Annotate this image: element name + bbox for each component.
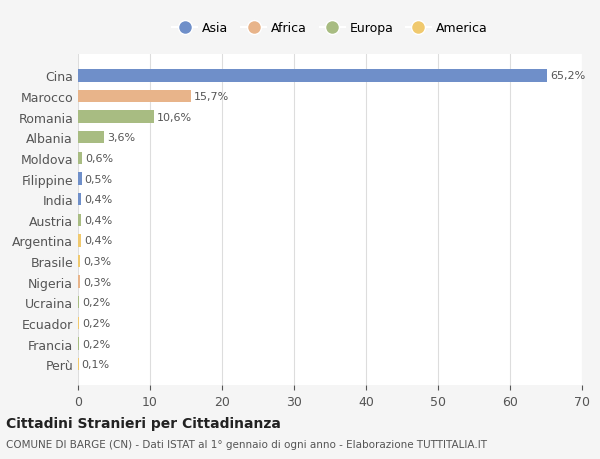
Text: 0,4%: 0,4% bbox=[84, 215, 112, 225]
Text: 3,6%: 3,6% bbox=[107, 133, 135, 143]
Text: 0,4%: 0,4% bbox=[84, 195, 112, 205]
Bar bbox=[78, 132, 104, 144]
Bar bbox=[78, 111, 154, 123]
Text: 0,3%: 0,3% bbox=[83, 277, 111, 287]
Text: 0,4%: 0,4% bbox=[84, 236, 112, 246]
Text: 0,2%: 0,2% bbox=[82, 318, 110, 328]
Text: COMUNE DI BARGE (CN) - Dati ISTAT al 1° gennaio di ogni anno - Elaborazione TUTT: COMUNE DI BARGE (CN) - Dati ISTAT al 1° … bbox=[6, 440, 487, 449]
Bar bbox=[78, 255, 80, 268]
Bar bbox=[78, 235, 81, 247]
Text: 0,2%: 0,2% bbox=[82, 339, 110, 349]
Bar bbox=[78, 317, 79, 330]
Bar bbox=[78, 194, 81, 206]
Legend: Asia, Africa, Europa, America: Asia, Africa, Europa, America bbox=[169, 18, 491, 39]
Text: Cittadini Stranieri per Cittadinanza: Cittadini Stranieri per Cittadinanza bbox=[6, 416, 281, 430]
Bar bbox=[78, 358, 79, 370]
Text: 0,1%: 0,1% bbox=[82, 359, 110, 369]
Bar bbox=[78, 70, 547, 83]
Bar bbox=[78, 338, 79, 350]
Bar bbox=[78, 91, 191, 103]
Text: 10,6%: 10,6% bbox=[157, 112, 193, 123]
Bar bbox=[78, 173, 82, 185]
Text: 0,3%: 0,3% bbox=[83, 257, 111, 267]
Text: 0,2%: 0,2% bbox=[82, 297, 110, 308]
Bar bbox=[78, 297, 79, 309]
Bar bbox=[78, 214, 81, 226]
Text: 15,7%: 15,7% bbox=[194, 92, 229, 102]
Bar bbox=[78, 276, 80, 288]
Text: 0,6%: 0,6% bbox=[85, 154, 113, 163]
Text: 65,2%: 65,2% bbox=[550, 71, 586, 81]
Bar bbox=[78, 152, 82, 165]
Text: 0,5%: 0,5% bbox=[85, 174, 113, 184]
